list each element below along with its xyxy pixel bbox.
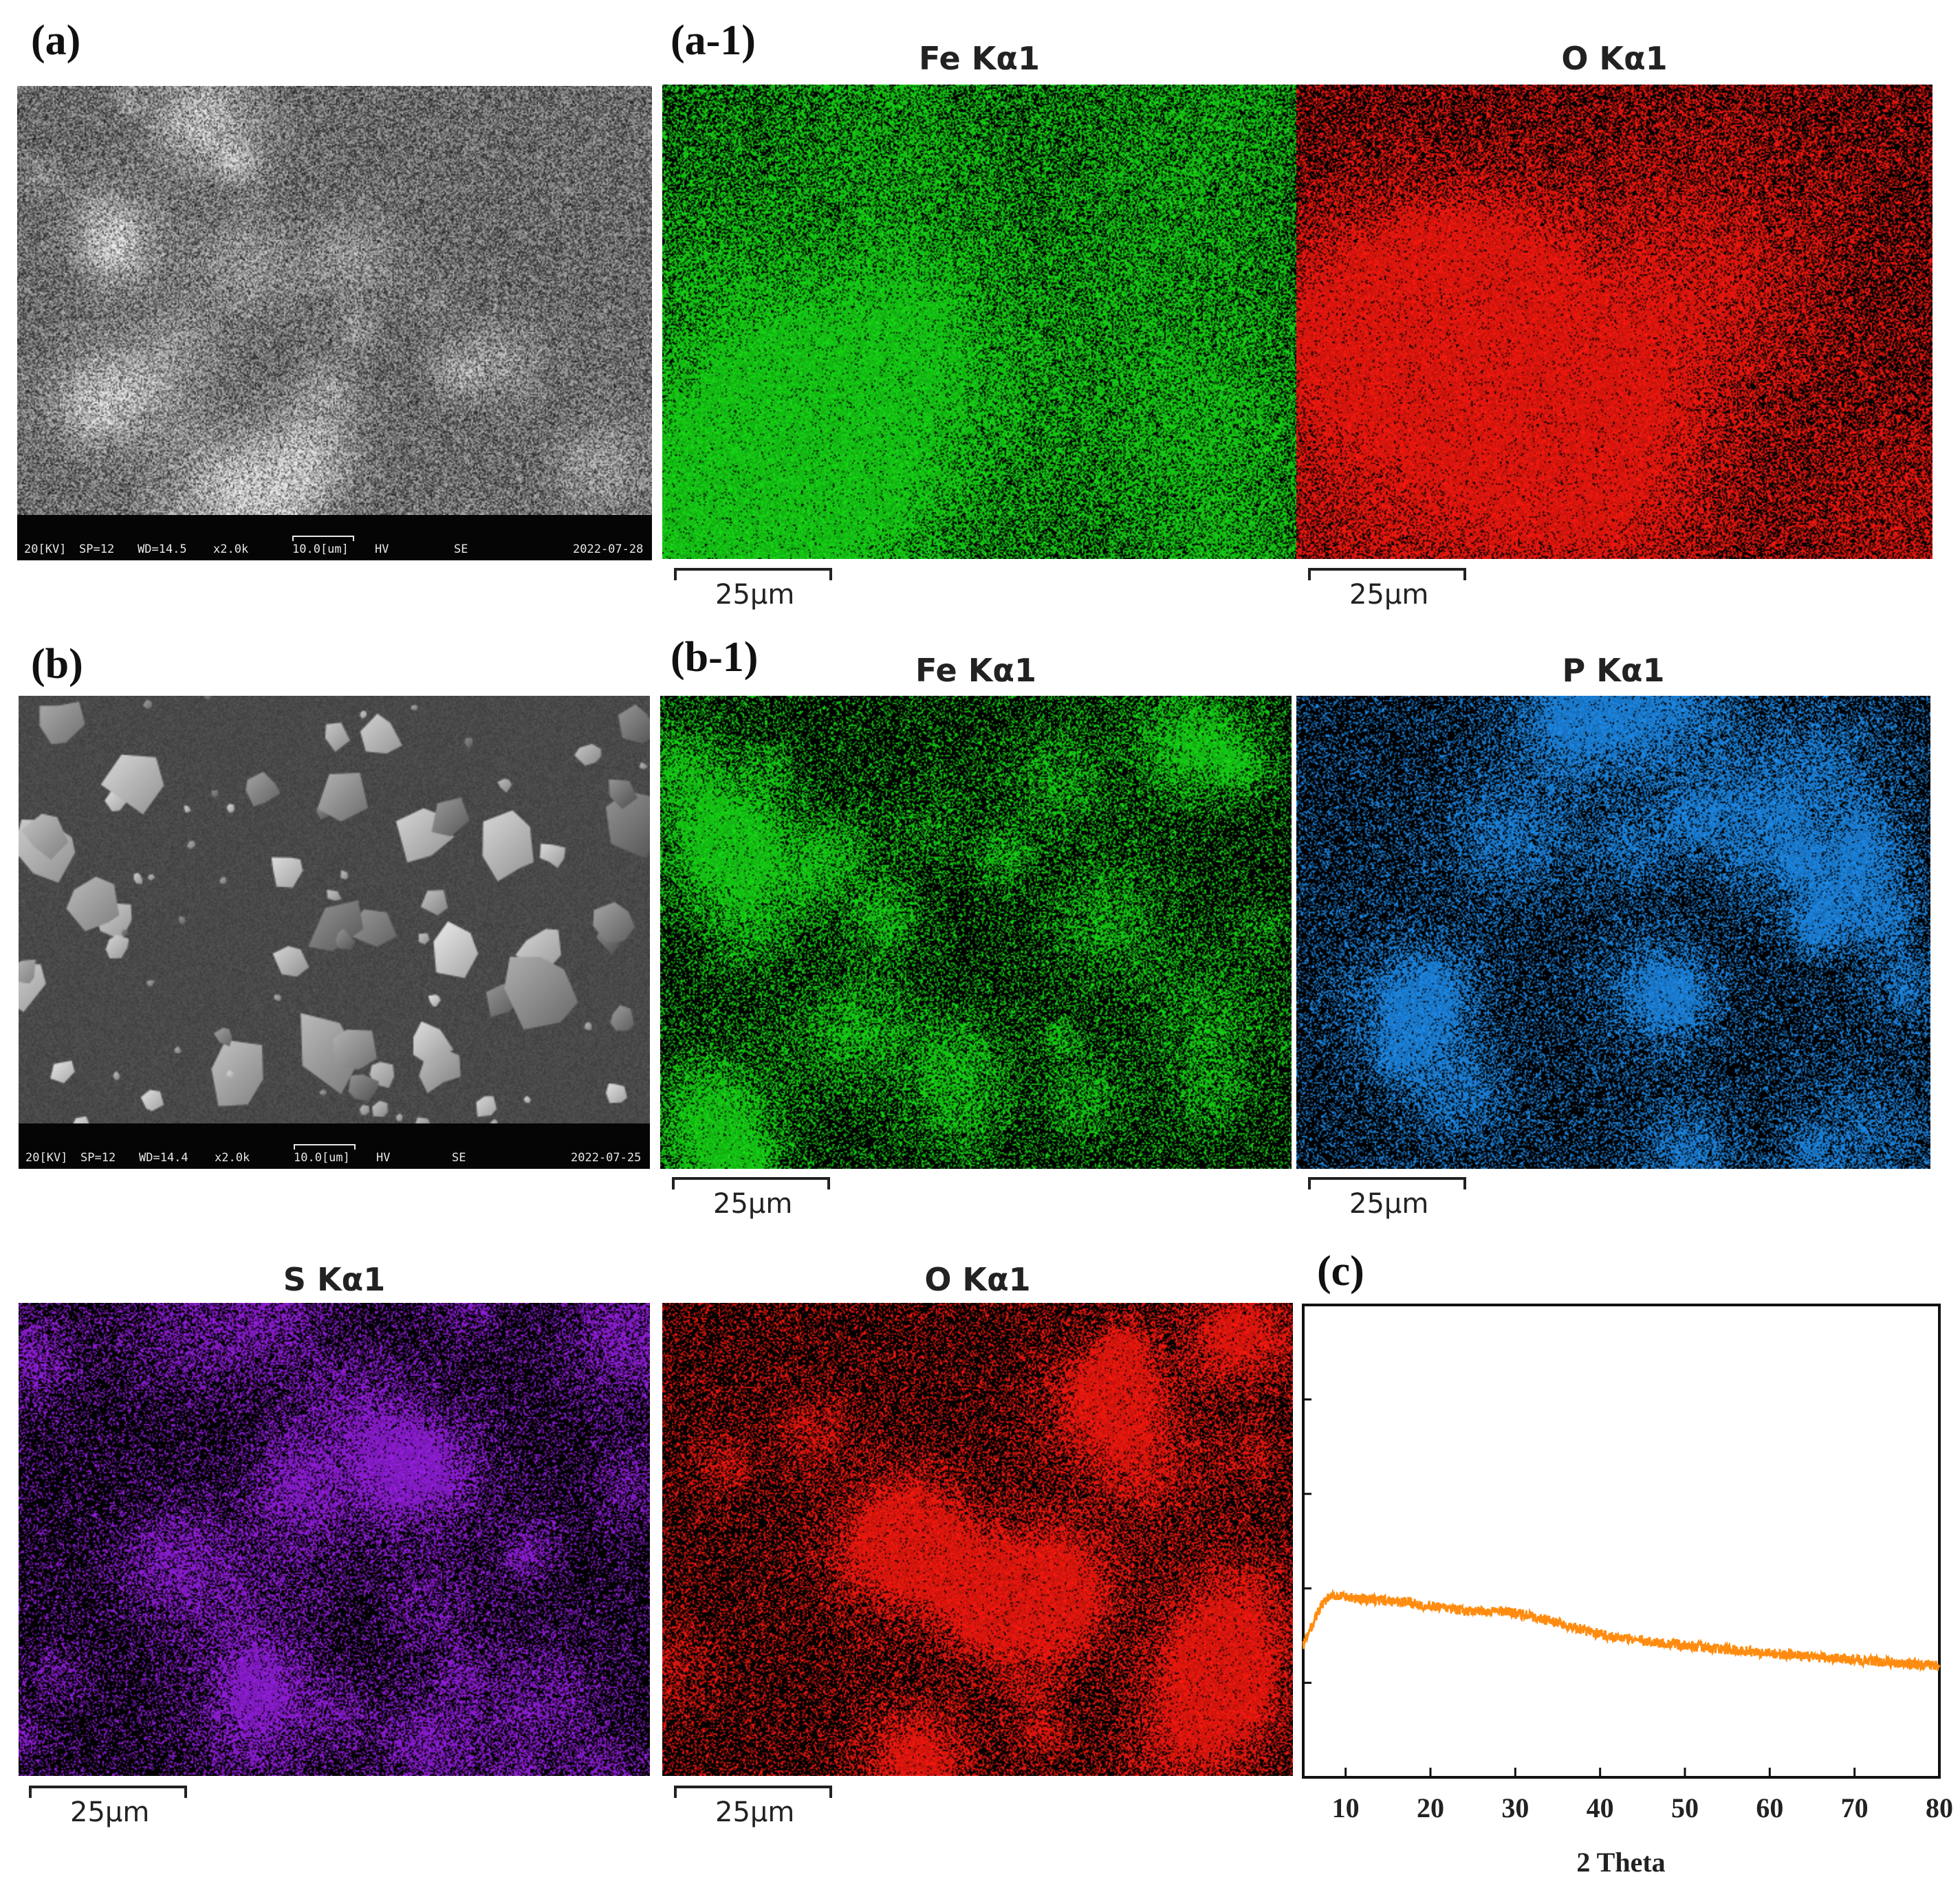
sem-sp: SP=12 bbox=[80, 1151, 116, 1165]
map-title-fe-a1: Fe Kα1 bbox=[918, 40, 1041, 77]
scale-bar-label: 25μm bbox=[1349, 1188, 1429, 1220]
sem-date: 2022-07-25 bbox=[571, 1151, 642, 1165]
sem-scale-bar bbox=[292, 536, 354, 541]
sem-hv: HV bbox=[376, 1151, 391, 1165]
map-title-p-b1: P Kα1 bbox=[1562, 652, 1665, 689]
sem-scale: 10.0[um] bbox=[294, 1151, 350, 1165]
sem-wd: WD=14.4 bbox=[139, 1151, 188, 1165]
eds-map-p-b1 bbox=[1296, 696, 1930, 1169]
eds-map-s bbox=[19, 1303, 650, 1776]
map-title-fe-b1: Fe Kα1 bbox=[915, 652, 1037, 689]
x-tick-label: 40 bbox=[1587, 1792, 1614, 1823]
eds-texture bbox=[1296, 85, 1932, 559]
sem-sp: SP=12 bbox=[79, 542, 115, 556]
scale-bar-label: 25μm bbox=[713, 1188, 793, 1220]
eds-texture bbox=[19, 1303, 650, 1776]
xrd-chart: 10 20 30 40 50 60 70 80 2 Theta bbox=[1302, 1304, 1953, 1878]
map-title-o-row3: O Kα1 bbox=[924, 1261, 1031, 1298]
x-ticks: 10 20 30 40 50 60 70 80 bbox=[1332, 1768, 1953, 1823]
scale-bar-line bbox=[674, 1786, 832, 1798]
eds-texture bbox=[662, 1303, 1293, 1776]
sem-kv: 20[KV] bbox=[25, 1151, 68, 1165]
x-axis-label: 2 Theta bbox=[1576, 1847, 1665, 1878]
scale-bar-line bbox=[1308, 568, 1466, 580]
sem-hv: HV bbox=[375, 542, 389, 556]
xrd-series bbox=[1302, 1588, 1941, 1672]
scale-bar-line bbox=[674, 568, 832, 580]
sem-date: 2022-07-28 bbox=[573, 542, 644, 556]
sem-scale-bar bbox=[294, 1144, 356, 1150]
scale-bar-label: 25μm bbox=[715, 1797, 795, 1828]
sem-texture bbox=[19, 696, 650, 1169]
x-tick-label: 50 bbox=[1671, 1792, 1699, 1823]
eds-map-o-a1 bbox=[1296, 85, 1932, 559]
sem-info-bar: 20[KV] SP=12 WD=14.5 x2.0k 10.0[um] HV S… bbox=[17, 515, 652, 560]
scale-bar-label: 25μm bbox=[715, 579, 795, 611]
eds-map-fe-a1 bbox=[662, 85, 1296, 559]
sem-kv: 20[KV] bbox=[24, 542, 67, 556]
x-tick-label: 30 bbox=[1501, 1792, 1529, 1823]
sem-texture bbox=[17, 86, 652, 560]
panel-label-b1: (b-1) bbox=[671, 634, 759, 681]
eds-texture bbox=[1296, 696, 1930, 1169]
y-ticks bbox=[1303, 1398, 1311, 1684]
map-title-o-a1: O Kα1 bbox=[1561, 40, 1668, 77]
sem-mag: x2.0k bbox=[215, 1151, 250, 1165]
sem-image-b: 20[KV] SP=12 WD=14.4 x2.0k 10.0[um] HV S… bbox=[19, 696, 650, 1169]
sem-mag: x2.0k bbox=[213, 542, 249, 556]
scale-bar-label: 25μm bbox=[1349, 579, 1429, 611]
x-tick-label: 80 bbox=[1926, 1792, 1953, 1823]
scale-bar-line bbox=[29, 1786, 187, 1798]
sem-info-bar: 20[KV] SP=12 WD=14.4 x2.0k 10.0[um] HV S… bbox=[19, 1123, 650, 1169]
sem-se: SE bbox=[452, 1151, 466, 1165]
sem-se: SE bbox=[454, 542, 468, 556]
panel-label-a: (a) bbox=[31, 17, 81, 64]
scale-bar-line bbox=[672, 1177, 830, 1189]
eds-map-o-row3 bbox=[662, 1303, 1293, 1776]
x-tick-label: 10 bbox=[1332, 1792, 1360, 1823]
eds-texture bbox=[662, 85, 1296, 559]
eds-texture bbox=[660, 696, 1292, 1169]
panel-label-a1: (a-1) bbox=[671, 17, 756, 64]
eds-map-fe-b1 bbox=[660, 696, 1292, 1169]
panel-label-b: (b) bbox=[31, 641, 83, 688]
x-tick-label: 70 bbox=[1841, 1792, 1869, 1823]
scale-bar-line bbox=[1308, 1177, 1466, 1189]
scale-bar-label: 25μm bbox=[70, 1797, 150, 1828]
x-tick-label: 20 bbox=[1417, 1792, 1444, 1823]
panel-label-c: (c) bbox=[1317, 1248, 1364, 1295]
map-title-s: S Kα1 bbox=[283, 1261, 386, 1298]
sem-wd: WD=14.5 bbox=[138, 542, 187, 556]
xrd-line bbox=[1302, 1588, 1941, 1672]
sem-scale: 10.0[um] bbox=[292, 542, 349, 556]
x-tick-label: 60 bbox=[1756, 1792, 1783, 1823]
sem-image-a: 20[KV] SP=12 WD=14.5 x2.0k 10.0[um] HV S… bbox=[17, 86, 652, 560]
plot-frame bbox=[1302, 1304, 1941, 1779]
